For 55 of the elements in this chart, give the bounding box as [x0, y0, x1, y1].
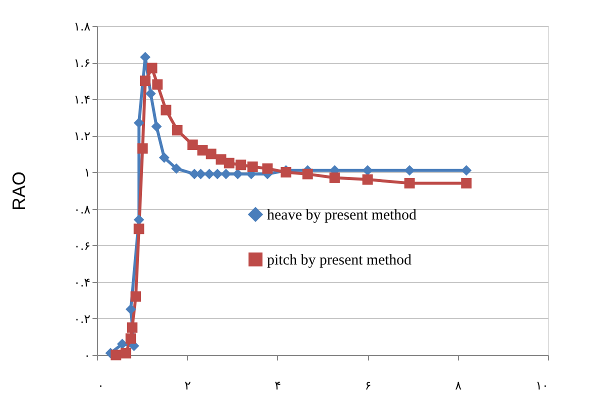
point — [130, 291, 142, 302]
point — [220, 168, 232, 180]
point — [126, 322, 138, 333]
point — [146, 62, 158, 74]
point — [158, 152, 170, 163]
y-tick-label: ۰ — [84, 348, 90, 362]
point — [187, 140, 198, 150]
x-tick-label: ۴ — [274, 378, 282, 392]
x-tick-label: ۰ — [98, 378, 104, 392]
point — [236, 160, 246, 170]
point — [212, 168, 223, 180]
point — [172, 124, 183, 136]
point — [145, 88, 156, 99]
y-tick-label: ۰.۴ — [74, 275, 90, 290]
point — [404, 165, 415, 176]
point — [134, 224, 144, 234]
point — [126, 333, 136, 344]
point — [152, 79, 163, 90]
y-tick-label: ۰.۸ — [74, 202, 92, 216]
x-tick-label: ۸ — [455, 378, 462, 392]
point — [120, 348, 132, 358]
point — [206, 148, 216, 160]
point — [140, 76, 150, 86]
point — [461, 178, 472, 188]
point — [329, 172, 340, 183]
y-tick-label: ۰.۲ — [74, 312, 90, 326]
x-tick-label: ۱۰ — [536, 378, 548, 392]
legend-label: heave by present method — [267, 207, 418, 224]
point — [134, 214, 144, 225]
point — [362, 165, 373, 176]
point — [134, 118, 144, 128]
point — [224, 158, 234, 168]
point — [461, 165, 472, 176]
y-tick-label: ۰.۶ — [74, 238, 90, 253]
point — [171, 163, 182, 174]
point — [110, 350, 122, 360]
point — [247, 161, 258, 172]
x-tick-label: ۲ — [184, 378, 191, 392]
point — [262, 163, 273, 174]
y-tick-label: ۱.۸ — [74, 20, 92, 34]
y-axis-title: RAO — [8, 171, 29, 211]
point — [137, 143, 148, 154]
y-tick-label: ۱ — [84, 166, 90, 180]
y-tick-label: ۱.۲ — [74, 129, 90, 144]
point — [160, 104, 172, 116]
point — [302, 168, 313, 180]
legend-label: pitch by present method — [267, 252, 412, 268]
y-tick-label: ۱.۶ — [74, 56, 90, 70]
y-tick-label: ۱.۴ — [74, 92, 90, 107]
point — [151, 121, 162, 132]
point — [404, 178, 415, 188]
point — [362, 174, 373, 185]
point — [126, 304, 136, 315]
x-tick-label: ۶ — [364, 378, 372, 392]
point — [117, 338, 128, 350]
